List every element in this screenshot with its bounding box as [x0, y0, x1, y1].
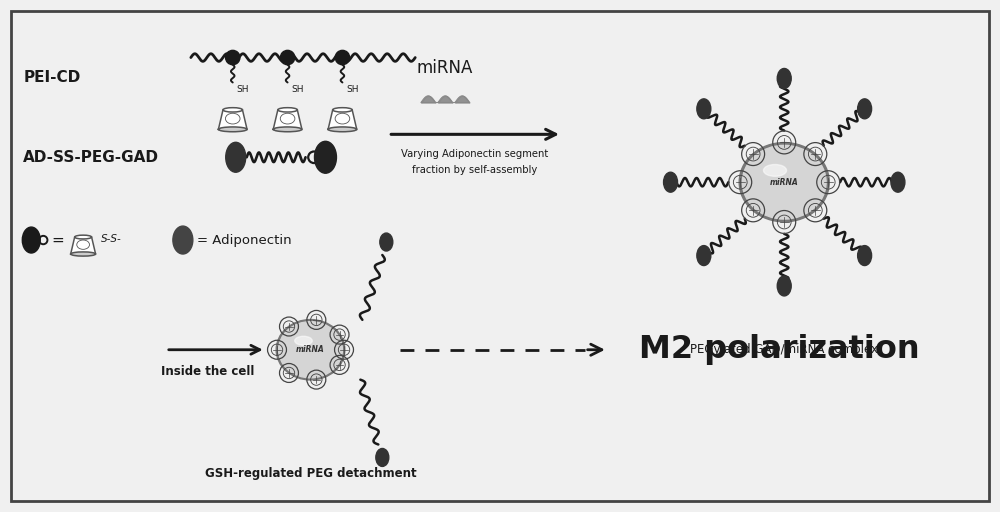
Ellipse shape: [226, 142, 246, 172]
Text: fraction by self-assembly: fraction by self-assembly: [412, 165, 538, 175]
Ellipse shape: [739, 142, 829, 222]
Text: AD-SS-PEG-GAD: AD-SS-PEG-GAD: [23, 150, 159, 165]
Ellipse shape: [173, 226, 193, 254]
Ellipse shape: [276, 319, 345, 380]
Polygon shape: [71, 237, 96, 254]
Polygon shape: [218, 110, 247, 130]
Ellipse shape: [380, 233, 393, 251]
Text: PEI-CD: PEI-CD: [23, 70, 81, 85]
Ellipse shape: [75, 235, 92, 239]
Text: M2 polarization: M2 polarization: [639, 334, 920, 365]
Ellipse shape: [376, 449, 389, 466]
Ellipse shape: [279, 322, 342, 378]
Text: GSH-regulated PEG detachment: GSH-regulated PEG detachment: [205, 467, 416, 480]
Text: PEGylated GAD/miRNA complex: PEGylated GAD/miRNA complex: [690, 343, 878, 356]
Ellipse shape: [697, 99, 711, 119]
Ellipse shape: [22, 227, 40, 253]
Ellipse shape: [891, 172, 905, 192]
Text: SH: SH: [237, 86, 249, 94]
Ellipse shape: [328, 127, 357, 132]
Ellipse shape: [664, 172, 678, 192]
Text: miRNA: miRNA: [417, 58, 473, 76]
Ellipse shape: [858, 246, 872, 266]
Ellipse shape: [278, 108, 297, 112]
Ellipse shape: [777, 276, 791, 296]
Ellipse shape: [315, 141, 336, 173]
Ellipse shape: [71, 252, 96, 256]
Text: Inside the cell: Inside the cell: [161, 365, 254, 378]
Text: = Adiponectin: = Adiponectin: [197, 233, 291, 247]
Ellipse shape: [697, 246, 711, 266]
Ellipse shape: [273, 127, 302, 132]
Text: miRNA: miRNA: [296, 345, 325, 354]
Ellipse shape: [742, 145, 826, 219]
Text: =: =: [51, 232, 64, 247]
Ellipse shape: [295, 336, 312, 345]
Text: SH: SH: [292, 86, 304, 94]
Ellipse shape: [777, 69, 791, 89]
Polygon shape: [328, 110, 357, 130]
Text: Varying Adiponectin segment: Varying Adiponectin segment: [401, 150, 549, 159]
Text: SH: SH: [346, 86, 359, 94]
Circle shape: [335, 50, 350, 65]
Ellipse shape: [223, 108, 242, 112]
Ellipse shape: [858, 99, 872, 119]
Ellipse shape: [333, 108, 352, 112]
Text: miRNA: miRNA: [770, 178, 799, 187]
Circle shape: [280, 50, 295, 65]
Polygon shape: [273, 110, 302, 130]
Ellipse shape: [763, 164, 787, 176]
Circle shape: [226, 50, 240, 65]
Ellipse shape: [218, 127, 247, 132]
Text: S-S-: S-S-: [101, 234, 122, 244]
